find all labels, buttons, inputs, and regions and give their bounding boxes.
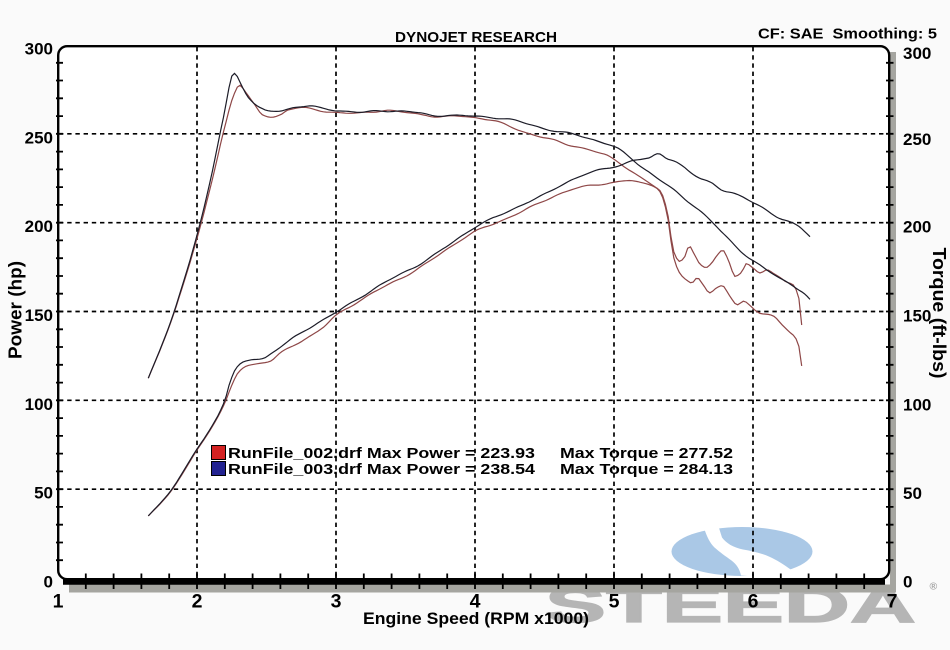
svg-text:3: 3: [331, 591, 342, 613]
svg-text:50: 50: [903, 484, 922, 503]
svg-text:200: 200: [25, 217, 53, 236]
svg-text:®: ®: [930, 581, 938, 593]
svg-text:Max Torque = 284.13: Max Torque = 284.13: [560, 461, 733, 478]
svg-text:150: 150: [25, 306, 53, 325]
svg-text:DYNOJET RESEARCH: DYNOJET RESEARCH: [395, 29, 557, 46]
svg-text:300: 300: [903, 44, 931, 63]
svg-text:Max Torque = 277.52: Max Torque = 277.52: [560, 445, 733, 462]
svg-text:100: 100: [903, 395, 931, 414]
svg-text:0: 0: [44, 573, 53, 592]
svg-text:7: 7: [887, 591, 898, 613]
svg-text:0: 0: [903, 573, 912, 592]
svg-text:250: 250: [903, 130, 931, 149]
svg-text:150: 150: [903, 307, 931, 326]
svg-text:100: 100: [25, 395, 53, 414]
svg-text:2: 2: [192, 591, 203, 613]
svg-text:4: 4: [470, 591, 481, 613]
svg-text:5: 5: [609, 591, 620, 613]
svg-text:6: 6: [748, 591, 759, 613]
svg-text:250: 250: [25, 128, 53, 147]
svg-text:50: 50: [34, 484, 53, 503]
svg-text:200: 200: [903, 218, 931, 237]
svg-text:RunFile_002.drf Max Power = 22: RunFile_002.drf Max Power = 223.93: [228, 445, 535, 462]
svg-text:RunFile_003.drf Max Power = 23: RunFile_003.drf Max Power = 238.54: [228, 461, 536, 478]
svg-text:300: 300: [25, 40, 53, 59]
svg-text:CF: SAE Smoothing: 5: CF: SAE Smoothing: 5: [758, 26, 937, 43]
svg-text:Engine Speed (RPM x1000): Engine Speed (RPM x1000): [363, 609, 589, 628]
svg-text:Torque (ft-lbs): Torque (ft-lbs): [929, 248, 949, 379]
svg-text:Power (hp): Power (hp): [6, 261, 26, 359]
svg-text:1: 1: [53, 591, 64, 613]
